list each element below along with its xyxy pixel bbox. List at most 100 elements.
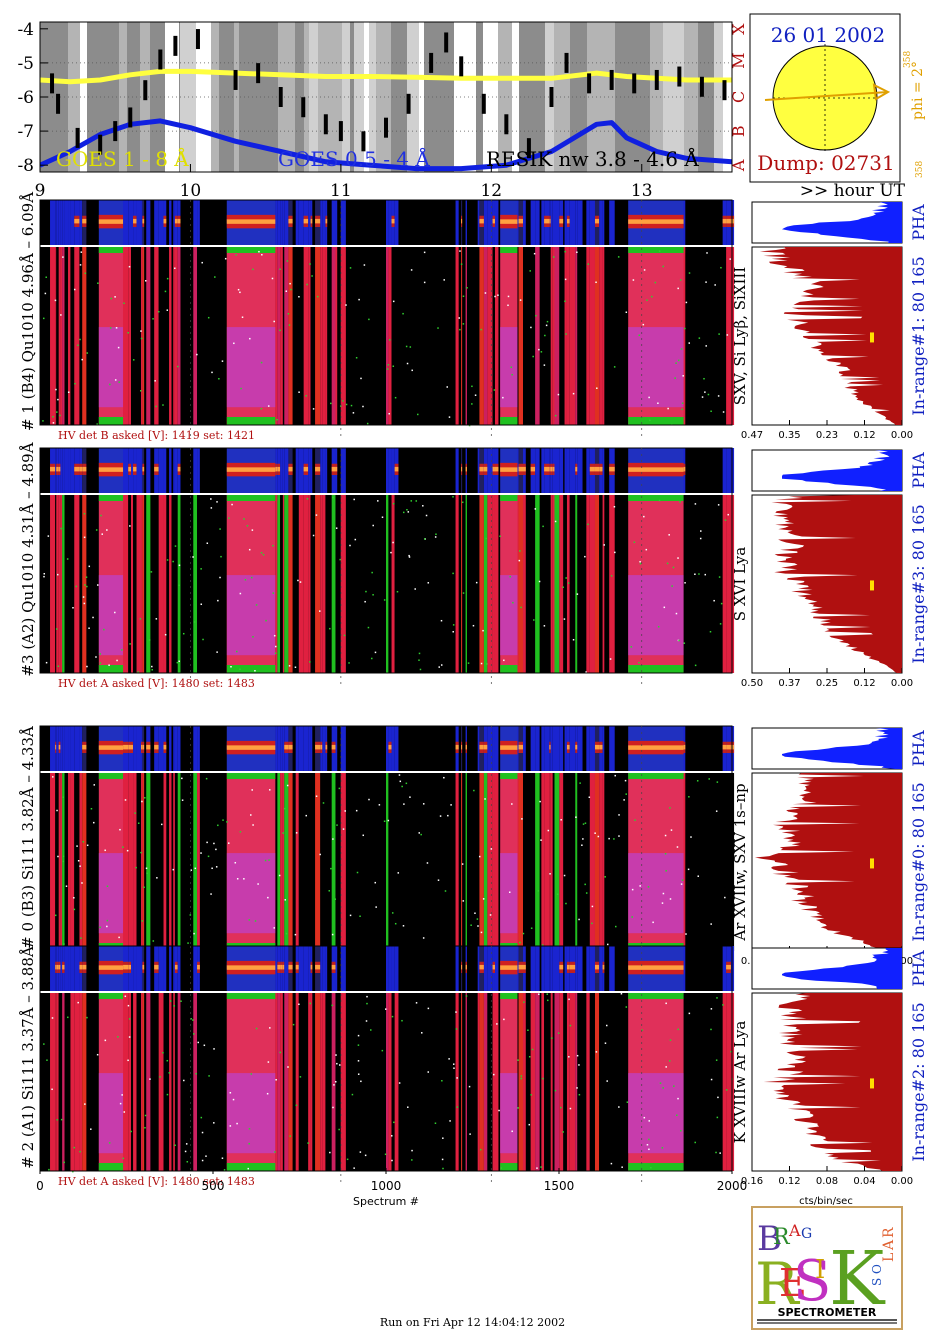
spectrogram-speckle bbox=[677, 557, 679, 559]
pha-column bbox=[602, 200, 605, 245]
spectrogram-column bbox=[193, 247, 198, 425]
spectrogram-speckle bbox=[551, 1037, 553, 1039]
spectrogram-column bbox=[122, 247, 129, 425]
spectrogram-speckle bbox=[606, 1080, 608, 1082]
resik-point bbox=[158, 49, 163, 70]
spectrogram-speckle bbox=[298, 1003, 300, 1006]
spectrogram-speckle bbox=[452, 624, 455, 626]
spectrogram-column bbox=[130, 773, 134, 951]
pha-block-peak bbox=[226, 965, 276, 970]
spectrogram-column bbox=[609, 773, 615, 951]
profile-tick-label: 0.12 bbox=[778, 1176, 800, 1187]
spectrogram-column bbox=[455, 495, 459, 673]
pha-column bbox=[394, 200, 399, 245]
pha-peak-band bbox=[550, 466, 553, 472]
pha-column bbox=[303, 726, 309, 771]
spectrogram-speckle bbox=[236, 1122, 238, 1125]
resik-point bbox=[444, 32, 449, 53]
spectrogram-column bbox=[320, 773, 323, 951]
spectrogram-speckle bbox=[398, 774, 401, 776]
spectrogram-column bbox=[282, 247, 285, 425]
pha-peak-band bbox=[320, 744, 323, 750]
spectrogram-speckle bbox=[243, 518, 245, 520]
spectrogram-speckle bbox=[141, 800, 143, 803]
spectrogram-block-edge-bottom bbox=[628, 1163, 684, 1171]
spectrogram-speckle bbox=[507, 304, 509, 307]
logo-letter-r: R bbox=[773, 1225, 791, 1250]
spectrogram-speckle bbox=[694, 573, 696, 575]
spectrogram-speckle bbox=[254, 670, 256, 672]
spectrogram-speckle bbox=[358, 298, 360, 301]
spectrogram-speckle bbox=[408, 554, 410, 557]
spectrogram-column bbox=[62, 993, 65, 1171]
pha-peak-band bbox=[74, 218, 80, 224]
spectrogram-speckle bbox=[392, 502, 395, 505]
spectrogram-column bbox=[541, 993, 545, 1171]
spectrogram-speckle bbox=[665, 1002, 667, 1005]
spectrogram-column bbox=[154, 247, 159, 425]
pha-column bbox=[609, 726, 615, 771]
spectrogram-speckle bbox=[42, 420, 44, 422]
pha-peak-band bbox=[154, 744, 159, 750]
spectrogram-speckle bbox=[96, 584, 99, 586]
spectrogram-speckle bbox=[285, 290, 288, 292]
spectrogram-speckle bbox=[420, 833, 422, 836]
spectrogram-column bbox=[133, 247, 137, 425]
pha-column bbox=[320, 946, 323, 991]
spectrogram-speckle bbox=[639, 885, 641, 887]
spectrogram-column bbox=[541, 495, 545, 673]
spectrogram-speckle bbox=[694, 664, 697, 667]
spectrogram-speckle bbox=[633, 541, 636, 543]
pha-peak-band bbox=[275, 466, 278, 472]
spectrogram-column bbox=[303, 993, 309, 1171]
pha-column bbox=[577, 946, 583, 991]
pha-column bbox=[56, 726, 59, 771]
coverage-band bbox=[211, 22, 219, 172]
spectrogram-speckle bbox=[162, 1051, 164, 1054]
resik-point bbox=[173, 35, 178, 56]
pha-column bbox=[386, 200, 389, 245]
spectrogram-speckle bbox=[166, 277, 169, 280]
spectrogram-block-edge-bottom bbox=[226, 665, 276, 673]
spectrogram-speckle bbox=[564, 278, 567, 281]
spectrogram-speckle bbox=[185, 1143, 188, 1145]
spectrogram-column bbox=[163, 495, 167, 673]
spectrogram-speckle bbox=[62, 855, 65, 858]
spectrogram-column bbox=[325, 773, 328, 951]
spectrogram-speckle bbox=[205, 777, 208, 780]
spectrogram-speckle bbox=[717, 504, 720, 506]
resik-logo: B R A G R E S I K S O L A R SPECTROMETER bbox=[751, 1206, 903, 1330]
spectrogram-column bbox=[609, 993, 615, 1171]
spectrogram-speckle bbox=[685, 933, 687, 935]
spectrogram-column bbox=[70, 993, 75, 1171]
spectrogram-column bbox=[68, 247, 71, 425]
pha-peak-band bbox=[325, 744, 328, 750]
spectrogram-column bbox=[55, 993, 57, 1171]
spectrogram-speckle bbox=[346, 1158, 349, 1161]
spectrogram-speckle bbox=[57, 573, 59, 576]
spectrogram-speckle bbox=[52, 415, 54, 418]
pha-peak-band bbox=[325, 218, 328, 224]
spectrogram-speckle bbox=[452, 631, 454, 633]
spectrogram-speckle bbox=[698, 337, 701, 339]
spectrogram-column bbox=[494, 495, 499, 673]
spectrogram-speckle bbox=[707, 393, 710, 396]
spectrogram-speckle bbox=[530, 1094, 532, 1096]
spectrogram-column bbox=[325, 495, 328, 673]
spectrogram-speckle bbox=[469, 1133, 471, 1135]
spectrogram-speckle bbox=[248, 1142, 250, 1145]
spectrogram-speckle bbox=[563, 618, 566, 620]
pha-peak-band bbox=[559, 964, 564, 970]
spectrogram-speckle bbox=[236, 878, 239, 880]
spectrogram-speckle bbox=[81, 358, 83, 361]
spectrogram-speckle bbox=[331, 1004, 333, 1007]
spectrogram-speckle bbox=[146, 872, 148, 875]
pha-peak-band bbox=[142, 466, 145, 472]
spectrogram-block-magenta bbox=[628, 853, 684, 934]
pha-peak-band bbox=[331, 466, 336, 472]
spectrogram-speckle bbox=[60, 1118, 63, 1121]
pha-column bbox=[550, 946, 553, 991]
spectrogram-speckle bbox=[715, 1151, 717, 1154]
spectrogram-column bbox=[282, 993, 285, 1171]
spectrogram-speckle bbox=[442, 1137, 444, 1139]
